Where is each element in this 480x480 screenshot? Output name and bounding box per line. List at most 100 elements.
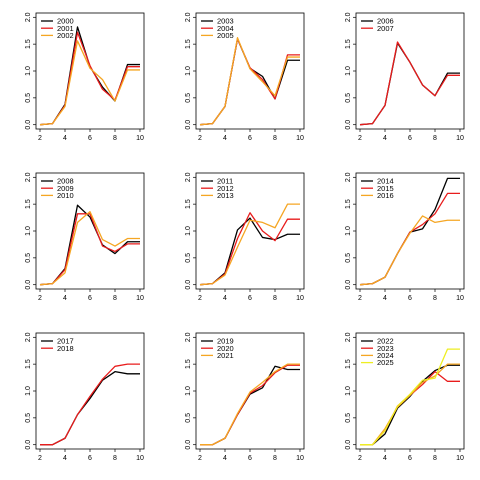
y-tick-label: 1.0	[345, 226, 352, 236]
y-tick-label: 2.0	[185, 332, 192, 342]
x-tick-label: 4	[383, 455, 387, 462]
series-line-2023	[360, 371, 460, 446]
legend-label: 2014	[377, 177, 394, 186]
x-tick-label: 10	[136, 455, 144, 462]
y-tick-label: 1.5	[345, 39, 352, 49]
legend-label: 2000	[57, 17, 74, 26]
plot-frame	[195, 12, 305, 130]
x-tick-label: 8	[433, 295, 437, 302]
y-tick-label: 0.0	[185, 280, 192, 290]
x-tick-label: 8	[433, 135, 437, 142]
y-tick-label: 2.0	[185, 172, 192, 182]
legend-label: 2025	[377, 358, 394, 367]
x-tick-label: 2	[38, 455, 42, 462]
legend-label: 2010	[57, 191, 74, 200]
x-tick-label: 6	[408, 295, 412, 302]
legend-label: 2009	[57, 184, 74, 193]
y-tick-label: 0.0	[25, 440, 32, 450]
legend-label: 2002	[57, 31, 74, 40]
x-tick-label: 6	[88, 295, 92, 302]
legend-label: 2001	[57, 24, 74, 33]
x-tick-label: 10	[456, 135, 464, 142]
series-line-2012	[199, 212, 300, 286]
y-tick-label: 1.5	[185, 39, 192, 49]
y-tick-label: 0.5	[185, 413, 192, 423]
x-tick-label: 10	[456, 295, 464, 302]
y-tick-label: 0.0	[345, 120, 352, 130]
legend-label: 2019	[217, 337, 234, 346]
legend-label: 2017	[57, 337, 74, 346]
y-tick-label: 0.5	[345, 413, 352, 423]
y-tick-label: 2.0	[345, 172, 352, 182]
legend-label: 2005	[217, 31, 234, 40]
legend-label: 2008	[57, 177, 74, 186]
series-line-2010	[39, 211, 140, 286]
x-tick-label: 8	[113, 135, 117, 142]
series-line-2013	[199, 203, 300, 286]
legend-label: 2006	[377, 17, 394, 26]
x-tick-label: 4	[223, 455, 227, 462]
x-tick-label: 4	[63, 295, 67, 302]
x-tick-label: 10	[296, 295, 304, 302]
y-tick-label: 0.5	[25, 253, 32, 263]
x-tick-label: 4	[63, 135, 67, 142]
x-tick-label: 2	[38, 135, 42, 142]
y-tick-label: 1.0	[25, 386, 32, 396]
series-line-2015	[359, 192, 460, 286]
x-tick-label: 4	[383, 135, 387, 142]
y-tick-label: 2.0	[25, 332, 32, 342]
y-tick-label: 0.0	[25, 120, 32, 130]
series-line-2006	[359, 42, 460, 126]
series-line-2022	[360, 364, 460, 446]
y-tick-label: 1.0	[185, 226, 192, 236]
series-line-2009	[39, 213, 140, 286]
y-tick-label: 2.0	[185, 12, 192, 22]
legend-label: 2004	[217, 24, 234, 33]
x-tick-label: 2	[198, 135, 202, 142]
y-tick-label: 1.0	[345, 386, 352, 396]
y-tick-label: 0.5	[185, 253, 192, 263]
x-tick-label: 6	[408, 135, 412, 142]
legend-label: 2020	[217, 344, 234, 353]
x-tick-label: 2	[358, 295, 362, 302]
legend-label: 2023	[377, 344, 394, 353]
plot-frame	[355, 172, 465, 290]
legend-label: 2011	[217, 177, 233, 186]
plot-frame	[355, 332, 465, 450]
legend-label: 2012	[217, 184, 234, 193]
legend-label: 2007	[377, 24, 394, 33]
legend-label: 2016	[377, 191, 394, 200]
series-line-2020	[200, 364, 300, 446]
y-tick-label: 2.0	[345, 332, 352, 342]
y-tick-label: 2.0	[25, 12, 32, 22]
x-tick-label: 6	[88, 455, 92, 462]
x-tick-label: 2	[198, 455, 202, 462]
y-tick-label: 1.0	[345, 66, 352, 76]
legend-label: 2015	[377, 184, 394, 193]
series-line-2001	[39, 31, 140, 126]
legend-label: 2013	[217, 191, 234, 200]
y-tick-label: 0.0	[25, 280, 32, 290]
plot-frame	[195, 332, 305, 450]
plot-frame	[35, 332, 145, 450]
series-line-2002	[39, 40, 140, 126]
legend-label: 2021	[217, 351, 234, 360]
x-tick-label: 6	[248, 295, 252, 302]
series-line-2005	[199, 37, 300, 126]
y-tick-label: 1.0	[25, 66, 32, 76]
x-tick-label: 8	[113, 295, 117, 302]
series-line-2025	[360, 348, 460, 446]
y-tick-label: 0.5	[25, 93, 32, 103]
series-line-2011	[199, 217, 300, 286]
x-tick-label: 8	[433, 455, 437, 462]
x-tick-label: 4	[63, 455, 67, 462]
y-tick-label: 1.5	[185, 199, 192, 209]
legend-label: 2024	[377, 351, 394, 360]
x-tick-label: 2	[358, 455, 362, 462]
